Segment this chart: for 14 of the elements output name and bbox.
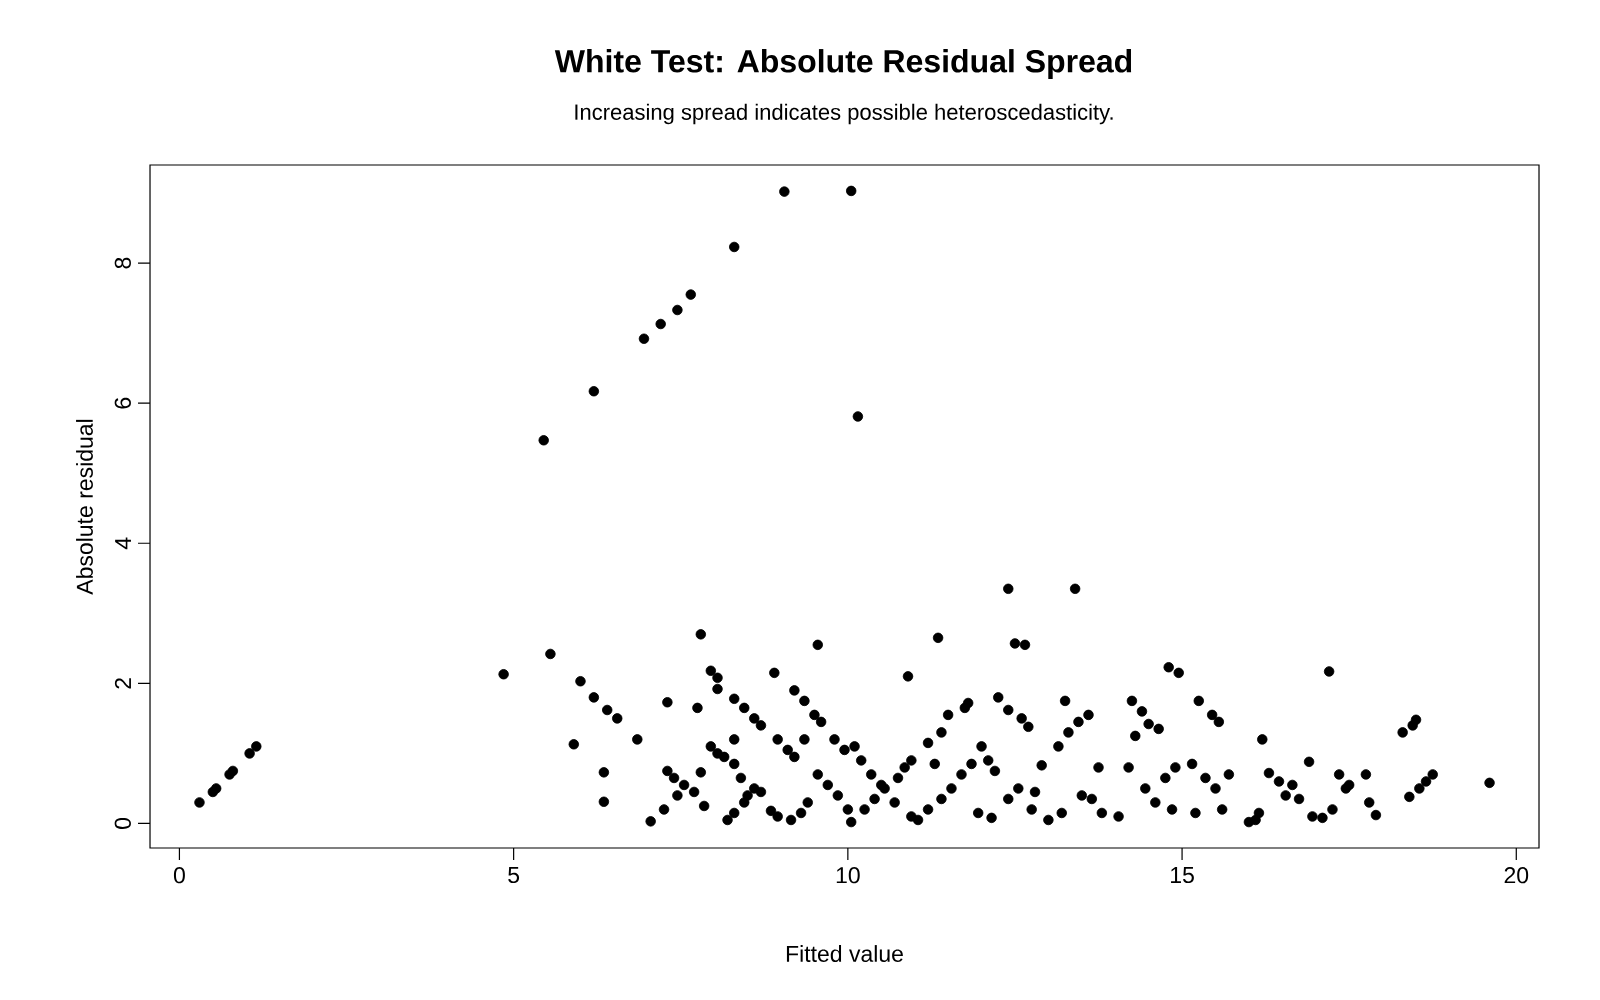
y-axis-title: Absolute residual — [76, 419, 93, 595]
x-tick-label: 10 — [836, 867, 860, 884]
y-tick-label: 4 — [115, 537, 131, 550]
chart-subtitle: Increasing spread indicates possible heteroscedasticity. — [575, 103, 1113, 125]
x-tick-label: 15 — [1171, 867, 1194, 884]
y-tick-label: 0 — [114, 817, 131, 829]
x-axis-title: Fitted value — [786, 945, 903, 962]
chart-title: White Test: Absolute Residual Spread — [554, 49, 1132, 79]
x-tick-label: 5 — [508, 867, 520, 884]
x-tick-label: 0 — [173, 867, 185, 884]
y-tick-label: 2 — [114, 678, 131, 689]
x-tick-label: 20 — [1504, 867, 1529, 884]
y-tick-label: 8 — [114, 257, 131, 269]
y-tick-label: 6 — [114, 397, 131, 409]
